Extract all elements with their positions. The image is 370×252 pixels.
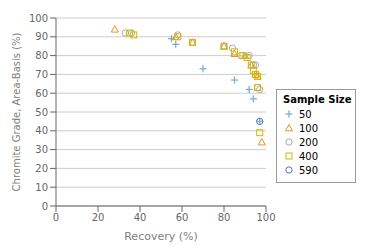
svg-text:100: 100 [256, 212, 275, 223]
svg-text:Chromite Grade, Area-Basis (%): Chromite Grade, Area-Basis (%) [11, 32, 22, 191]
svg-text:50: 50 [35, 107, 48, 118]
html-text:100: 100 [299, 122, 319, 134]
svg-text:0: 0 [53, 212, 59, 223]
svg-text:20: 20 [35, 163, 48, 174]
html-text:400: 400 [299, 150, 319, 162]
svg-text:60: 60 [176, 212, 189, 223]
svg-text:80: 80 [218, 212, 231, 223]
svg-text:0: 0 [42, 201, 48, 212]
svg-text:Recovery (%): Recovery (%) [124, 230, 198, 243]
html-text:Sample Size: Sample Size [283, 94, 352, 105]
svg-text:60: 60 [35, 88, 48, 99]
svg-text:40: 40 [134, 212, 147, 223]
svg-text:80: 80 [35, 50, 48, 61]
svg-text:10: 10 [35, 182, 48, 193]
svg-text:90: 90 [35, 31, 48, 42]
html-text:50: 50 [299, 108, 312, 120]
svg-text:100: 100 [29, 13, 48, 24]
html-text:200: 200 [299, 136, 319, 148]
svg-text:30: 30 [35, 144, 48, 155]
svg-text:70: 70 [35, 69, 48, 80]
svg-text:20: 20 [92, 212, 105, 223]
svg-text:40: 40 [35, 125, 48, 136]
html-text:590: 590 [299, 164, 319, 176]
